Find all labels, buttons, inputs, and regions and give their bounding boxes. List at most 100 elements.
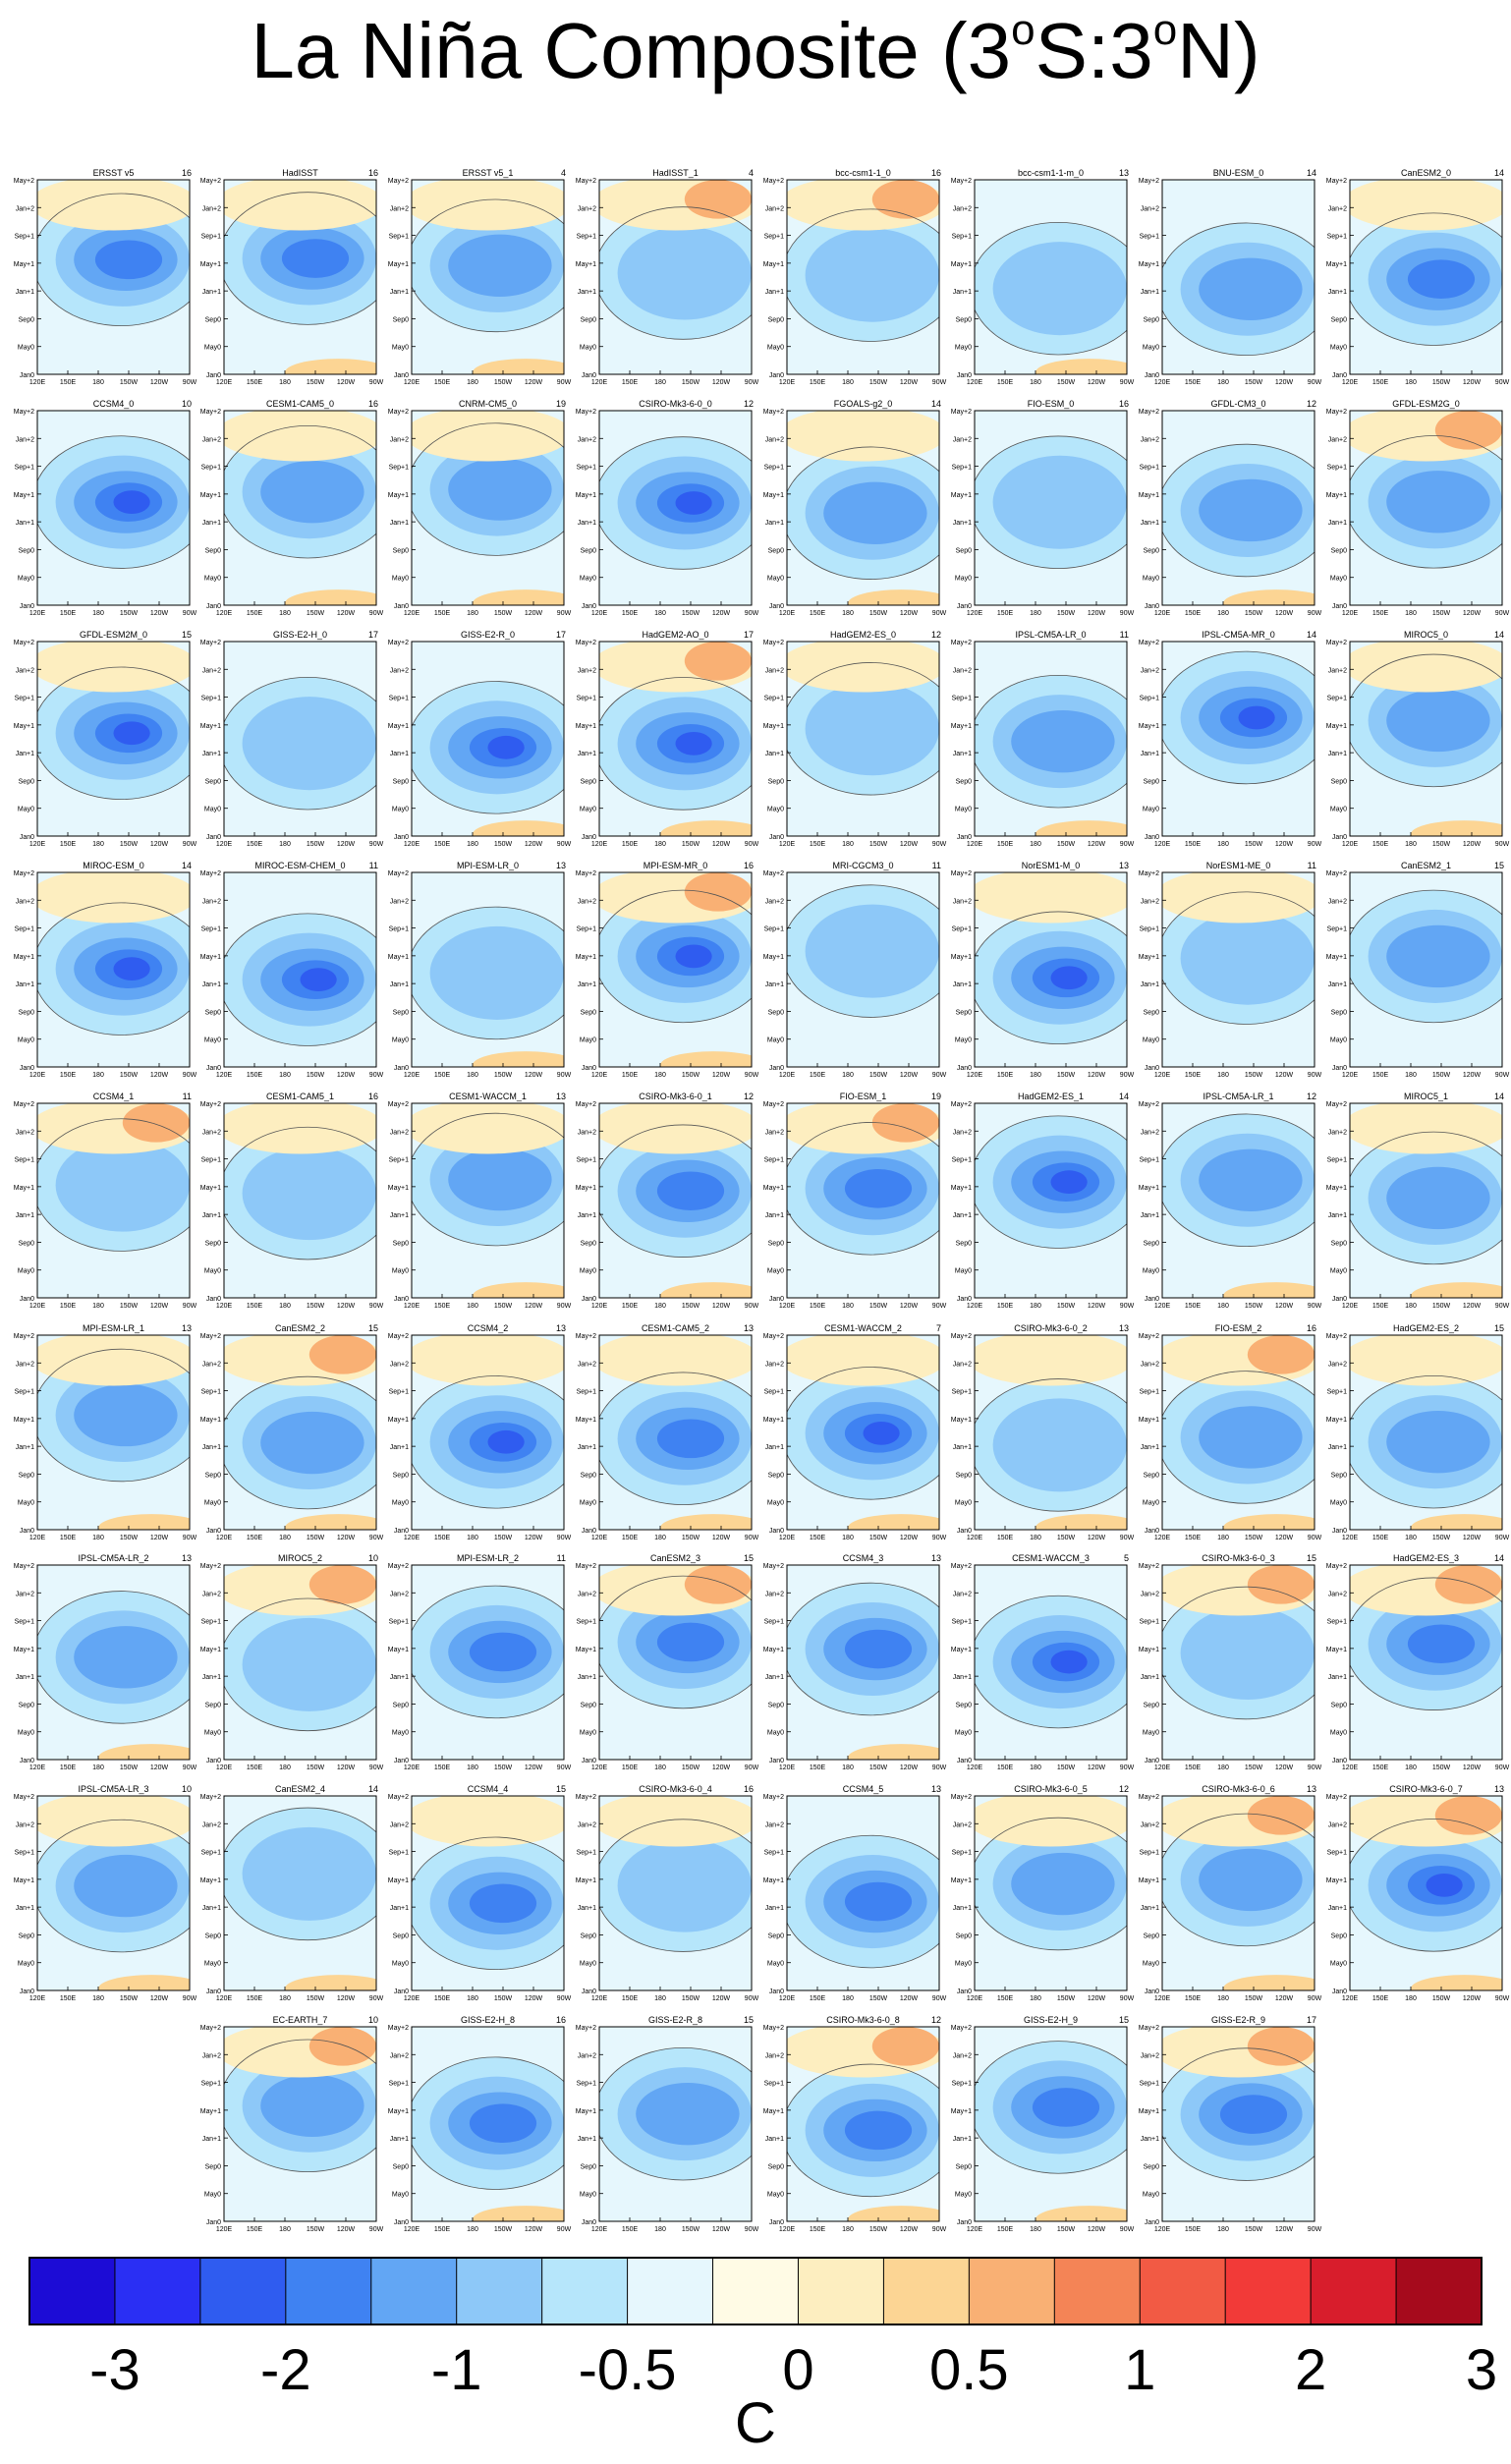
- x-tick-label: 120E: [967, 1995, 983, 2002]
- y-tick-label: Jan+1: [953, 751, 972, 757]
- zero-contour-line: [787, 884, 939, 1018]
- y-tick-label: Jan0: [1145, 372, 1159, 379]
- x-tick-label: 120W: [337, 2226, 356, 2233]
- y-tick-label: May+2: [1326, 1563, 1347, 1570]
- y-tick-label: Jan+2: [1141, 1591, 1159, 1597]
- warm-contour: [473, 589, 564, 605]
- y-tick-label: May0: [1143, 1730, 1159, 1737]
- x-tick-label: 150E: [997, 1535, 1014, 1541]
- zero-contour-line: [224, 1807, 376, 1941]
- x-tick-label: 150W: [307, 1072, 325, 1079]
- x-tick-label: 90W: [557, 1995, 572, 2002]
- y-tick-label: Sep+1: [201, 1850, 222, 1857]
- panel-field: [1350, 1565, 1502, 1760]
- x-tick-label: 120W: [1275, 1995, 1294, 2002]
- panel-frame: [411, 1102, 565, 1299]
- x-tick-label: 90W: [557, 1303, 572, 1310]
- y-tick-label: Jan+1: [390, 2136, 409, 2143]
- y-tick-label: Jan+2: [1328, 667, 1347, 674]
- zero-contour-line: [224, 677, 376, 811]
- y-tick-label: May0: [18, 576, 34, 583]
- y-tick-label: Jan0: [394, 1988, 409, 1995]
- panel: GFDL-ESM2M_0 15May+2Jan+2Sep+1May+1Jan+1S…: [14, 630, 197, 848]
- panel-count: 11: [1120, 630, 1129, 640]
- y-tick-label: May0: [204, 807, 221, 813]
- y-tick-label: May+2: [388, 1333, 409, 1340]
- panel-count: 12: [1307, 1092, 1316, 1101]
- panel-field: [787, 2027, 939, 2221]
- cool-contour: [1011, 1852, 1115, 1916]
- y-tick-label: May+1: [200, 954, 221, 961]
- y-tick-label: May+2: [1326, 1333, 1347, 1340]
- y-tick-label: Jan+2: [390, 1361, 409, 1368]
- y-tick-label: May+1: [1326, 1877, 1347, 1884]
- zero-contour-line: [599, 677, 752, 811]
- y-tick-label: Jan+2: [765, 1129, 784, 1136]
- x-tick-label: 150E: [434, 1303, 451, 1310]
- y-tick-label: May+1: [1139, 2108, 1159, 2115]
- y-tick-label: Sep+1: [201, 1389, 222, 1396]
- x-tick-label: 180: [92, 1072, 104, 1079]
- panel-field: [224, 1103, 376, 1298]
- x-tick-label: 150W: [120, 1072, 139, 1079]
- zero-contour-line: [1350, 889, 1502, 1024]
- y-tick-label: Sep0: [956, 1240, 972, 1247]
- panel-frame: [786, 410, 940, 606]
- x-tick-label: 150E: [622, 1995, 639, 2002]
- zero-contour-line: [37, 1819, 190, 1953]
- y-tick-label: Jan0: [20, 834, 34, 841]
- cool-contour: [260, 1411, 364, 1475]
- x-tick-label: 120W: [525, 2226, 543, 2233]
- x-tick-label: 90W: [745, 610, 759, 617]
- cool-contour: [844, 1168, 913, 1208]
- x-tick-label: 120W: [900, 2226, 919, 2233]
- panel-field: [1350, 411, 1502, 605]
- y-tick-label: May+1: [576, 723, 596, 730]
- x-tick-label: 90W: [932, 1995, 947, 2002]
- warm-contour: [224, 411, 376, 462]
- y-tick-label: Jan+2: [765, 1591, 784, 1597]
- cool-contour: [74, 1626, 178, 1689]
- panel-frame: [786, 871, 940, 1068]
- panel: CSIRO-Mk3-6-0_7 13May+2Jan+2Sep+1May+1Jan…: [1326, 1784, 1510, 2002]
- y-tick-label: Jan+1: [765, 1212, 784, 1219]
- title-degree-2: o: [1152, 6, 1178, 54]
- y-tick-label: Jan+2: [202, 205, 221, 212]
- y-tick-label: May+2: [951, 1101, 972, 1108]
- panel: BNU-ESM_0 14May+2Jan+2Sep+1May+1Jan+1Sep0…: [1139, 168, 1322, 386]
- panel-frame: [223, 410, 377, 606]
- panel-frame: [1161, 179, 1315, 375]
- y-tick-label: Jan+1: [578, 1674, 596, 1681]
- y-tick-label: Sep+1: [15, 465, 35, 472]
- cool-contour: [55, 1138, 190, 1232]
- x-tick-label: 150E: [60, 610, 77, 617]
- x-tick-label: 180: [1030, 841, 1041, 848]
- y-tick-label: Jan+2: [1328, 1129, 1347, 1136]
- x-tick-label: 120E: [404, 1535, 420, 1541]
- y-tick-label: Sep+1: [1327, 1389, 1348, 1396]
- x-tick-label: 120E: [1154, 1764, 1171, 1771]
- y-tick-label: Jan0: [582, 834, 596, 841]
- cool-contour: [1180, 1605, 1315, 1700]
- colorbar-frame: [28, 2257, 1483, 2325]
- zero-contour-line: [37, 1348, 190, 1483]
- x-tick-label: 120W: [337, 610, 356, 617]
- panel-field: [1350, 180, 1502, 374]
- panel: MPI-ESM-LR_0 13May+2Jan+2Sep+1May+1Jan+1S…: [388, 861, 572, 1079]
- y-tick-label: Jan0: [394, 603, 409, 610]
- x-tick-label: 90W: [932, 1072, 947, 1079]
- panel: FIO-ESM_2 16May+2Jan+2Sep+1May+1Jan+1Sep0…: [1139, 1323, 1322, 1541]
- y-tick-label: May+1: [200, 492, 221, 499]
- panel-frame: [223, 1102, 377, 1299]
- x-tick-label: 90W: [1308, 1535, 1322, 1541]
- x-tick-label: 180: [279, 1764, 291, 1771]
- panel-title: GISS-E2-R_8: [648, 2015, 702, 2025]
- y-tick-label: May0: [18, 807, 34, 813]
- panel-field: [1350, 1335, 1502, 1530]
- panel-title: MPI-ESM-MR_0: [644, 861, 708, 870]
- x-tick-label: 120W: [712, 2226, 731, 2233]
- panel-field: [1350, 1103, 1502, 1298]
- panel-field: [224, 2027, 376, 2221]
- y-tick-label: May0: [955, 1730, 972, 1737]
- y-tick-label: Jan+2: [1141, 2052, 1159, 2059]
